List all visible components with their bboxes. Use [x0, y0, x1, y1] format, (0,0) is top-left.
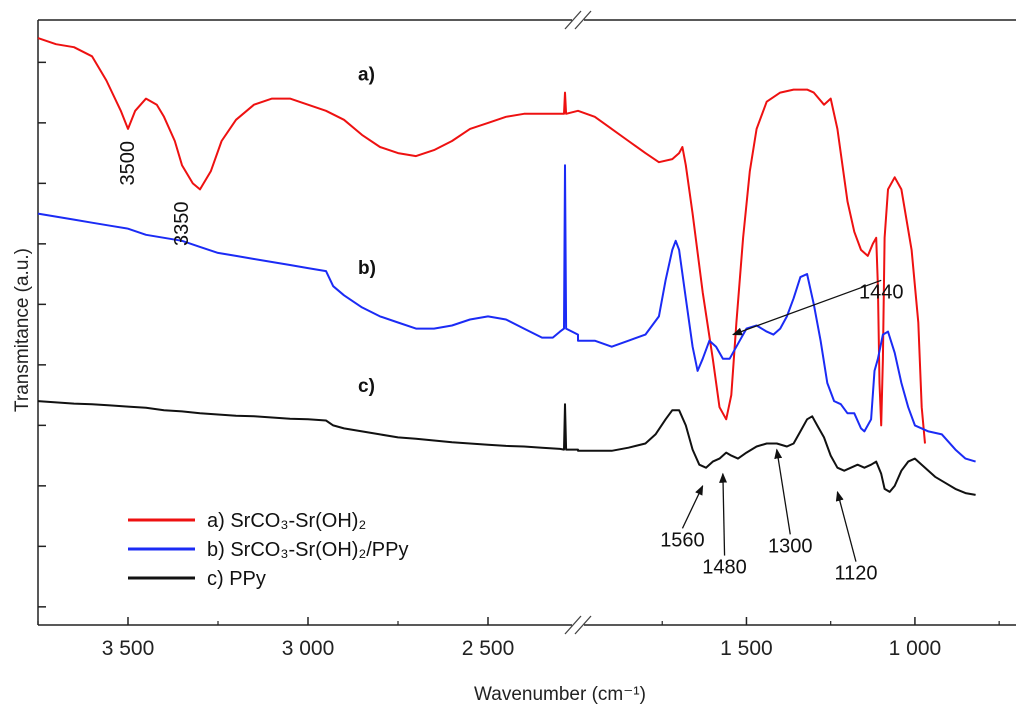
panel-label-1: a) [358, 65, 375, 86]
axis-break-mark [564, 10, 582, 30]
axes: 3 500 3 000 2 500 1 500 1 000 [37, 10, 1016, 660]
peak-arrow [774, 448, 791, 535]
series-layer [37, 37, 976, 496]
peak-label: 3350 [171, 202, 193, 247]
series-line-1 [37, 37, 926, 444]
axis-break-mark [574, 10, 592, 30]
legend-label-1: a) SrCO₃-Sr(OH)₂ [207, 510, 366, 532]
peak-label: 1440 [859, 281, 904, 303]
x-tick-label: 3 000 [282, 637, 335, 660]
axis-break-mark [564, 615, 582, 635]
x-tick-label: 1 500 [720, 637, 773, 660]
peak-label: 1120 [834, 563, 877, 585]
x-tick-label: 1 000 [889, 637, 942, 660]
peak-arrow [732, 279, 882, 336]
peak-label: 3500 [117, 141, 139, 186]
series-line-2 [37, 164, 976, 463]
x-axis-title: Wavenumber (cm⁻¹) [474, 684, 646, 705]
panel-label-3: c) [358, 376, 375, 397]
peak-label: 1560 [660, 529, 705, 551]
peak-label: 1300 [768, 535, 813, 557]
legend-label-3: c) PPy [207, 568, 266, 590]
axis-break-mark [574, 615, 592, 635]
x-tick-label: 2 500 [462, 637, 515, 660]
legend-label-2: b) SrCO₃-Sr(OH)₂/PPy [207, 539, 408, 561]
peak-arrow [835, 490, 857, 562]
peak-arrow [681, 484, 704, 529]
panel-label-2: b) [358, 258, 376, 279]
peak-arrow [719, 472, 728, 556]
peak-label: 1480 [702, 557, 747, 579]
y-axis-title: Transmitance (a.u.) [12, 248, 33, 412]
x-tick-label: 3 500 [102, 637, 155, 660]
legend: a) SrCO₃-Sr(OH)₂ b) SrCO₃-Sr(OH)₂/PPy c) P… [128, 510, 408, 590]
series-line-3 [37, 400, 976, 496]
annotations: a) b) c) 3500 3350 1440 1560 1480 1300 1120 [117, 65, 903, 585]
